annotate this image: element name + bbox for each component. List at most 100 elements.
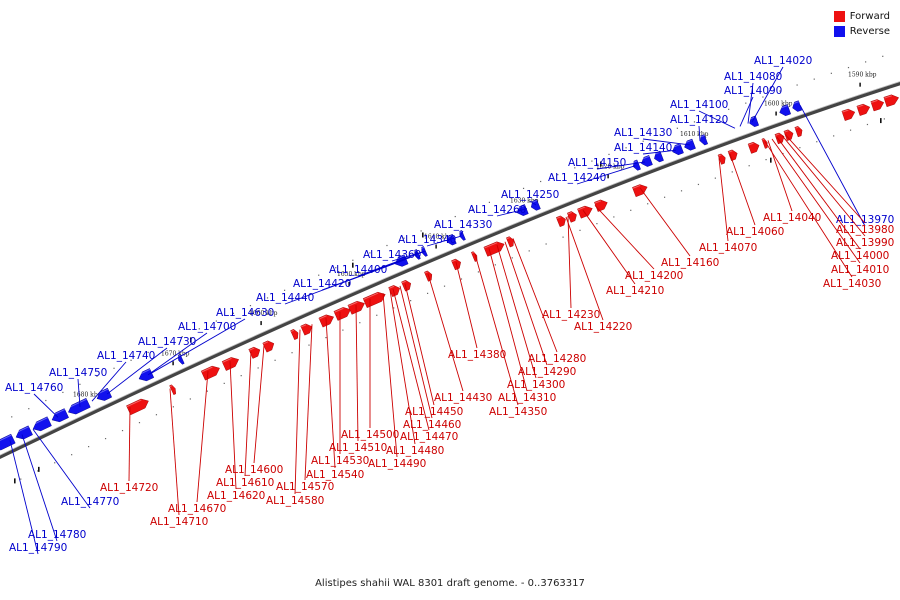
gene-leader-line [729,153,756,226]
forward-gene-label: AL1_14480 [386,290,444,457]
forward-gene-arrow [556,215,566,228]
reverse-swatch [833,26,845,37]
track-marker [880,118,882,124]
gene-label-text: AL1_14300 [507,379,565,391]
reverse-gene-label: AL1_14340 [398,234,461,247]
forward-gene-label: AL1_14070 [699,158,757,254]
gene-label-text: AL1_14010 [831,264,889,276]
reverse-gene-label: AL1_14790 [9,440,67,555]
forward-gene-arrow [594,199,608,212]
forward-gene-label: AL1_14290 [504,241,576,378]
kbp-label: 1590 kbp [848,72,877,79]
gene-label-text: AL1_14630 [216,307,274,319]
gene-label-text: AL1_14150 [568,157,626,169]
gene-label-text: AL1_14240 [548,172,606,184]
reverse-gene-arrow [682,138,696,151]
reverse-gene-label: AL1_14770 [32,428,119,509]
gene-label-text: AL1_14540 [306,469,364,481]
gene-label-text: AL1_14770 [61,496,119,508]
gene-leader-line [764,141,853,278]
forward-gene-arrow [221,357,239,371]
reverse-gene-label: AL1_14440 [256,259,406,305]
gene-label-text: AL1_14450 [405,406,463,418]
gene-leader-line [582,209,636,285]
gene-leader-line [304,324,313,481]
reverse-track-guide [11,55,884,418]
gene-leader-line [567,216,572,309]
gene-leader-line [399,285,433,419]
gene-leader-line [565,216,604,321]
kbp-label: 1660 kbp [249,310,278,317]
legend-reverse-label: Reverse [849,26,890,37]
gene-leader-line [455,261,478,349]
forward-gene-arrow [883,94,899,108]
reverse-gene-arrow [0,433,16,451]
forward-gene-arrow [290,329,299,340]
gene-label-text: AL1_14740 [97,350,155,362]
forward-gene-label: AL1_14610 [216,351,274,489]
forward-gene-label: AL1_14220 [565,216,632,333]
gene-leader-line [784,134,866,224]
gene-label-text: AL1_14570 [276,481,334,493]
gene-label-text: AL1_14440 [256,292,314,304]
gene-leader-line [781,135,866,237]
gene-leader-line [325,318,336,469]
gene-leader-line [751,66,784,123]
reverse-gene-arrow [50,408,69,423]
gene-leader-line [642,138,691,146]
gene-leader-line [382,293,398,458]
forward-gene-arrow [747,141,760,154]
reverse-gene-label: AL1_14740 [91,350,155,402]
gene-leader-line [496,244,537,379]
forward-gene-label: AL1_14160 [639,187,719,269]
reverse-gene-arrow [14,425,33,440]
forward-gene-label: AL1_14570 [276,324,334,493]
gene-label-text: AL1_14040 [763,212,821,224]
gene-leader-line [21,434,58,542]
forward-gene-arrow [424,270,433,282]
gene-label-text: AL1_14070 [699,242,757,254]
gene-label-text: AL1_14000 [831,250,889,262]
gene-label-text: AL1_14160 [661,257,719,269]
forward-gene-label: AL1_14530 [311,311,369,467]
forward-gene-label: AL1_14350 [474,254,547,418]
forward-gene-arrow [566,211,577,223]
gene-label-text: AL1_14260 [468,204,526,216]
gene-leader-line [594,205,655,270]
gene-leader-line [698,110,736,129]
legend-item-reverse: Reverse [833,24,890,39]
gene-label-text: AL1_14230 [542,309,600,321]
gene-label-text: AL1_14780 [28,529,86,541]
reverse-gene-arrow [137,368,155,382]
track-marker [352,262,354,268]
gene-label-text: AL1_13990 [836,237,894,249]
reverse-gene-label: AL1_14630 [149,307,274,375]
forward-gene-label: AL1_14310 [488,248,556,404]
kbp-mark: 1650 kbp [337,271,366,286]
gene-leader-line [496,208,528,217]
gene-leader-line [504,241,548,366]
kbp-mark: 1670 kbp [161,350,190,366]
kbp-label: 1630 kbp [510,198,539,205]
gene-label-text: AL1_14250 [501,189,559,201]
forward-gene-arrow [483,241,505,257]
gene-label-text: AL1_14350 [489,406,547,418]
kbp-label: 1670 kbp [161,350,190,357]
gene-label-text: AL1_14090 [724,85,782,97]
gene-leader-line [147,332,208,376]
gene-label-text: AL1_13980 [836,224,894,236]
gene-label-text: AL1_14620 [207,490,265,502]
gene-leader-line [149,318,246,375]
gene-label-text: AL1_13970 [836,214,894,226]
forward-gene-arrow [318,314,334,328]
gene-leader-line [91,361,127,402]
gene-label-text: AL1_14360 [363,249,421,261]
gene-leader-line [799,104,866,227]
forward-gene-label: AL1_14500 [341,298,399,441]
reverse-gene-label: AL1_14780 [21,434,86,542]
reverse-gene-label: AL1_14750 [49,367,107,407]
reverse-gene-arrow [458,230,466,241]
reverse-gene-arrow [95,387,113,401]
gene-label-text: AL1_14750 [49,367,107,379]
